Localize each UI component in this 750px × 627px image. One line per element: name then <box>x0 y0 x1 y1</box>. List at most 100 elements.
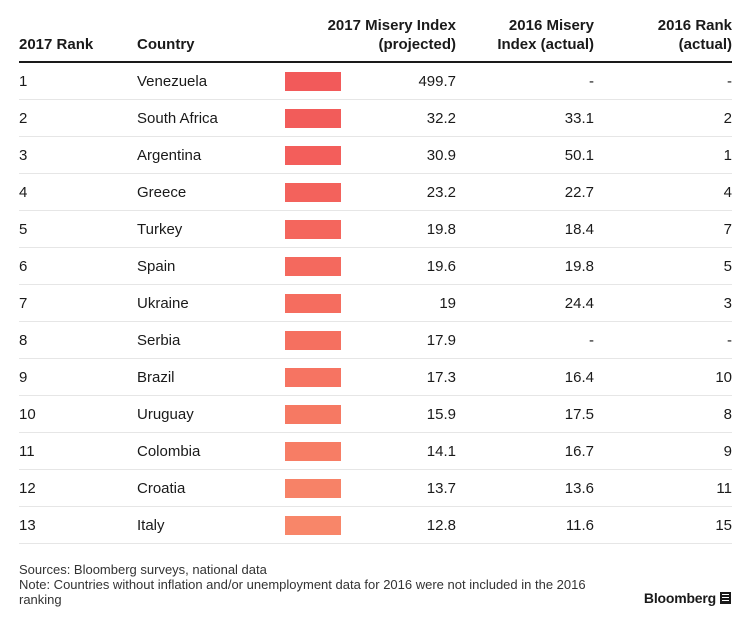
misery-index-2017-cell: 19 <box>439 295 456 312</box>
misery-index-2017-cell: 19.6 <box>426 258 456 275</box>
table-row: 12 Croatia 13.7 13.6 11 <box>19 470 732 507</box>
misery-index-2016-cell: 24.4 <box>564 295 594 312</box>
misery-index-2016-cell: 19.8 <box>564 258 594 275</box>
rank-2016-cell: 8 <box>723 406 732 423</box>
rank-2017-cell: 3 <box>19 147 28 164</box>
table-row: 13 Italy 12.8 11.6 15 <box>19 507 732 544</box>
table-row: 3 Argentina 30.9 50.1 1 <box>19 137 732 174</box>
rank-2016-cell: - <box>727 73 732 90</box>
country-cell: Italy <box>137 517 165 534</box>
brand-name: Bloomberg <box>643 590 716 606</box>
header-2016-misery-index: 2016 Misery Index (actual) <box>497 17 594 53</box>
rank-2016-cell: 1 <box>723 147 732 164</box>
country-cell: Venezuela <box>137 73 208 90</box>
rank-2017-cell: 2 <box>19 110 28 127</box>
table-row: 8 Serbia 17.9 - - <box>19 322 732 359</box>
misery-index-2017-cell: 499.7 <box>418 73 456 90</box>
index-bar <box>285 220 341 239</box>
misery-index-2017-cell: 32.2 <box>426 110 456 127</box>
index-bar <box>285 405 341 424</box>
misery-index-2016-cell: 22.7 <box>564 184 594 201</box>
country-cell: Uruguay <box>137 406 194 423</box>
country-cell: Brazil <box>137 369 175 386</box>
brand: Bloomberg <box>644 590 731 606</box>
misery-index-2016-cell: - <box>589 73 594 90</box>
header-2017-misery-index: 2017 Misery Index (projected) <box>327 17 456 53</box>
table-body: 1 Venezuela 499.7- -2 South Africa 32.2 33.1 2 3… <box>19 63 732 544</box>
header-2017-rank: 2017 Rank <box>19 36 94 53</box>
misery-index-2016-cell: 18.4 <box>564 221 594 238</box>
table-row: 4 Greece 23.2 22.7 4 <box>19 174 732 211</box>
methodology-note: Note: Countries without inflation and/or… <box>19 577 586 607</box>
rank-2017-cell: 4 <box>19 184 28 201</box>
bloomberg-logo-icon <box>720 592 731 604</box>
index-bar <box>285 516 341 535</box>
rank-2016-cell: 10 <box>715 369 732 386</box>
rank-2016-cell: 15 <box>715 517 732 534</box>
rank-2017-cell: 11 <box>19 443 35 460</box>
table-row: 1 Venezuela 499.7 - - <box>19 63 732 100</box>
rank-2016-cell: 3 <box>723 295 732 312</box>
country-cell: Greece <box>137 184 187 201</box>
table-row: 7 Ukraine 19 24.4 3 <box>19 285 732 322</box>
misery-index-2016-cell: 11.6 <box>565 517 594 534</box>
country-cell: Spain <box>137 258 176 275</box>
country-cell: South Africa <box>137 110 218 127</box>
country-cell: Croatia <box>137 480 186 497</box>
rank-2017-cell: 10 <box>19 406 36 423</box>
country-cell: Serbia <box>137 332 181 349</box>
index-bar <box>285 183 341 202</box>
index-bar <box>285 442 341 461</box>
rank-2016-cell: 7 <box>723 221 732 238</box>
rank-2016-cell: 9 <box>723 443 732 460</box>
misery-index-2017-cell: 12.8 <box>426 517 456 534</box>
misery-index-2017-cell: 23.2 <box>426 184 456 201</box>
rank-2017-cell: 6 <box>19 258 28 275</box>
misery-index-2017-cell: 13.7 <box>426 480 456 497</box>
misery-index-2017-cell: 17.3 <box>426 369 456 386</box>
rank-2016-cell: - <box>727 332 732 349</box>
misery-index-2017-cell: 15.9 <box>426 406 456 423</box>
misery-index-2016-cell: 16.7 <box>564 443 594 460</box>
table-row: 11 Colombia 14.1 16.7 9 <box>19 433 732 470</box>
rank-2017-cell: 5 <box>19 221 28 238</box>
misery-index-2016-cell: 33.1 <box>564 110 594 127</box>
table-row: 10 Uruguay 15.9 17.5 8 <box>19 396 732 433</box>
header-country: Country <box>137 36 195 53</box>
rank-2016-cell: 5 <box>723 258 732 275</box>
rank-2017-cell: 9 <box>19 369 28 386</box>
index-bar <box>285 146 341 165</box>
rank-2017-cell: 13 <box>19 517 36 534</box>
misery-index-2017-cell: 14.1 <box>426 443 456 460</box>
index-bar <box>285 109 341 128</box>
table-header: 2017 Rank Country 2017 Misery Index (pro… <box>19 0 732 63</box>
rank-2017-cell: 1 <box>19 73 28 90</box>
index-bar <box>285 479 341 498</box>
index-bar <box>285 368 341 387</box>
table-row: 6 Spain 19.6 19.8 5 <box>19 248 732 285</box>
sources-note: Sources: Bloomberg surveys, national dat… <box>19 562 267 577</box>
country-cell: Colombia <box>137 443 201 460</box>
index-bar <box>285 294 341 313</box>
rank-2017-cell: 7 <box>19 295 28 312</box>
country-cell: Argentina <box>137 147 202 164</box>
table-row: 2 South Africa 32.2 33.1 2 <box>19 100 732 137</box>
table-row: 5 Turkey 19.8 18.4 7 <box>19 211 732 248</box>
index-bar <box>285 257 341 276</box>
misery-index-2016-cell: 50.1 <box>564 147 594 164</box>
index-bar <box>285 331 341 350</box>
country-cell: Ukraine <box>137 295 189 312</box>
rank-2017-cell: 8 <box>19 332 28 349</box>
rank-2016-cell: 11 <box>716 480 732 497</box>
rank-2016-cell: 2 <box>723 110 732 127</box>
misery-index-2017-cell: 19.8 <box>426 221 456 238</box>
table-row: 9 Brazil 17.3 16.4 10 <box>19 359 732 396</box>
misery-index-table: 2017 Rank Country 2017 Misery Index (pro… <box>19 0 732 544</box>
rank-2017-cell: 12 <box>19 480 36 497</box>
misery-index-2017-cell: 17.9 <box>426 332 456 349</box>
misery-index-2016-cell: - <box>589 332 594 349</box>
country-cell: Turkey <box>137 221 183 238</box>
misery-index-2017-cell: 30.9 <box>426 147 456 164</box>
misery-index-2016-cell: 16.4 <box>564 369 594 386</box>
footnotes: Sources: Bloomberg surveys, national dat… <box>19 562 619 607</box>
